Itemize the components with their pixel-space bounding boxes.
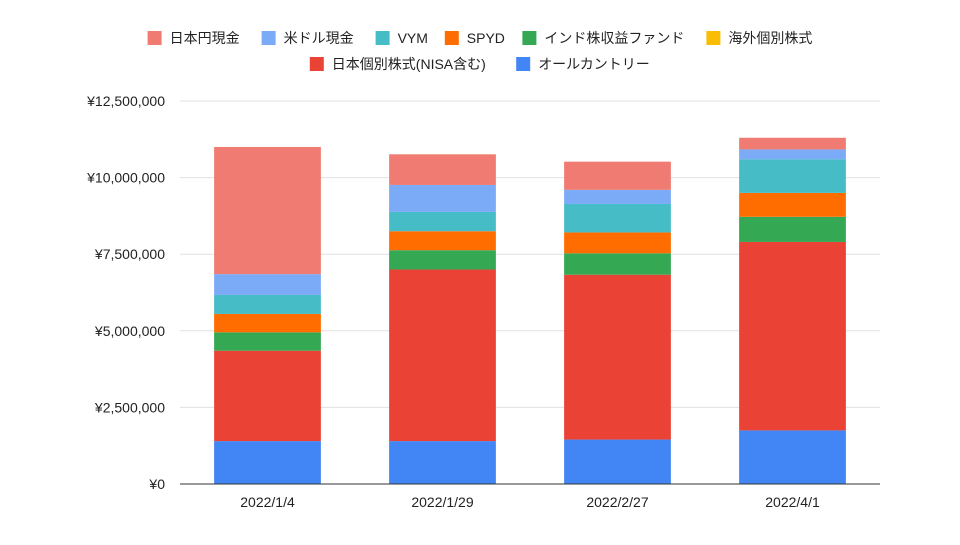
legend-swatch (261, 31, 276, 45)
legend-swatch (375, 31, 390, 45)
bar-segment (739, 241, 846, 431)
bar-segment (564, 253, 671, 275)
legend-item: 米ドル現金 (261, 30, 354, 46)
legend-item: 日本個別株式(NISA含む) (309, 56, 486, 72)
bar-segment (564, 439, 671, 484)
legend-label: 米ドル現金 (284, 30, 354, 46)
bar-segment (214, 332, 321, 351)
legend-swatch (147, 31, 162, 45)
legend-swatch (522, 31, 537, 45)
legend-item: 海外個別株式 (706, 30, 812, 46)
bar-segment (214, 146, 321, 275)
bar-segment (389, 250, 496, 270)
legend-item: SPYD (444, 30, 505, 46)
bar-segment (739, 216, 846, 242)
legend-label: VYM (398, 30, 428, 46)
legend-swatch (706, 31, 721, 45)
legend-item: 日本円現金 (147, 30, 240, 46)
bar-segment (214, 441, 321, 484)
y-tick-label: ¥12,500,000 (86, 93, 165, 109)
bar-segment (564, 161, 671, 190)
bar-segment (564, 189, 671, 204)
bar-segment (389, 231, 496, 251)
bar-segment (739, 159, 846, 193)
x-tick-label: 2022/1/4 (240, 494, 295, 510)
bar-segment (564, 232, 671, 254)
legend-swatch (516, 57, 531, 71)
bar-segment (214, 313, 321, 333)
legend-item: オールカントリー (516, 56, 650, 72)
legend-label: オールカントリー (538, 56, 650, 72)
bar-segment (389, 184, 496, 212)
legend-label: 日本円現金 (170, 30, 240, 46)
legend-item: インド株収益ファンド (522, 30, 684, 46)
bar-segment (564, 274, 671, 440)
bar-segment (389, 441, 496, 484)
bar-segment (739, 137, 846, 150)
bar-segment (214, 294, 321, 314)
x-tick-label: 2022/4/1 (765, 494, 820, 510)
y-tick-label: ¥2,500,000 (94, 399, 165, 415)
x-tick-label: 2022/1/29 (411, 494, 473, 510)
bar-segment (389, 211, 496, 232)
legend-swatch (309, 57, 324, 71)
legend-label: インド株収益ファンド (544, 30, 684, 46)
bar-segment (739, 430, 846, 484)
legend-swatch (444, 31, 459, 45)
legend-item: VYM (375, 30, 428, 46)
bar-segment (389, 154, 496, 185)
bar-segment (739, 192, 846, 217)
legend-label: 海外個別株式 (728, 30, 812, 46)
legend-label: 日本個別株式(NISA含む) (332, 56, 486, 72)
bar-segment (389, 269, 496, 442)
bar-segment (564, 203, 671, 233)
bar-segment (214, 350, 321, 442)
y-tick-label: ¥5,000,000 (94, 323, 165, 339)
bar-segment (739, 149, 846, 160)
legend-label: SPYD (467, 30, 505, 46)
x-tick-label: 2022/2/27 (586, 494, 648, 510)
bar-segment (214, 274, 321, 295)
y-tick-label: ¥0 (148, 476, 165, 492)
y-tick-label: ¥10,000,000 (86, 170, 165, 186)
y-tick-label: ¥7,500,000 (94, 246, 165, 262)
